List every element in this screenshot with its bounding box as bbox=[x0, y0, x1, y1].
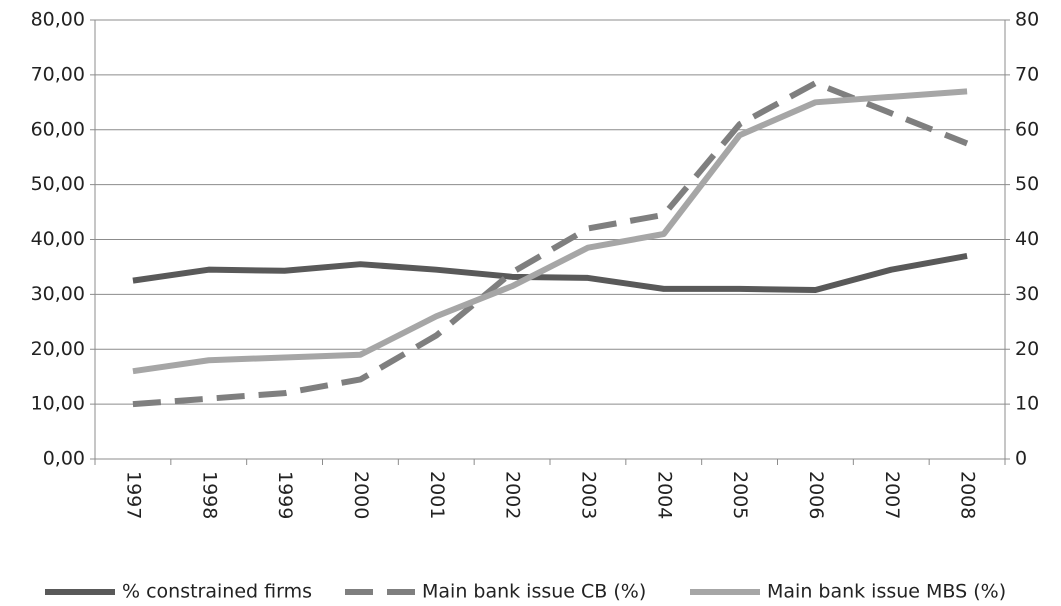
y2-tick-label: 20 bbox=[1015, 338, 1039, 360]
legend-label: Main bank issue MBS (%) bbox=[767, 581, 1006, 603]
x-tick-label: 2005 bbox=[729, 471, 751, 519]
x-tick-label: 2000 bbox=[350, 471, 372, 519]
y2-tick-label: 70 bbox=[1015, 63, 1039, 85]
y-tick-label: 80,00 bbox=[31, 9, 85, 31]
x-tick-label: 2001 bbox=[426, 471, 448, 519]
x-tick-label: 2006 bbox=[805, 471, 827, 519]
x-tick-label: 1999 bbox=[274, 471, 296, 519]
y2-tick-label: 10 bbox=[1015, 393, 1039, 415]
y2-tick-label: 30 bbox=[1015, 283, 1039, 305]
x-tick-label: 1998 bbox=[198, 471, 220, 519]
series-line bbox=[132, 253, 968, 293]
y2-tick-label: 80 bbox=[1015, 9, 1039, 31]
y2-tick-label: 50 bbox=[1015, 173, 1039, 195]
series-line bbox=[132, 80, 969, 408]
y2-tick-label: 40 bbox=[1015, 228, 1039, 250]
x-tick-label: 2003 bbox=[577, 471, 599, 519]
y-tick-label: 40,00 bbox=[31, 228, 85, 250]
x-tick-label: 2007 bbox=[881, 471, 903, 519]
series-line bbox=[132, 88, 968, 375]
legend-label: Main bank issue CB (%) bbox=[422, 581, 646, 603]
y2-tick-label: 60 bbox=[1015, 118, 1039, 140]
y-tick-label: 70,00 bbox=[31, 63, 85, 85]
y-tick-label: 30,00 bbox=[31, 283, 85, 305]
y-tick-label: 20,00 bbox=[31, 338, 85, 360]
x-tick-label: 2008 bbox=[957, 471, 979, 519]
y-tick-label: 50,00 bbox=[31, 173, 85, 195]
y-tick-label: 10,00 bbox=[31, 393, 85, 415]
y2-tick-label: 0 bbox=[1015, 448, 1027, 470]
y-tick-label: 0,00 bbox=[43, 448, 85, 470]
x-tick-label: 2002 bbox=[502, 471, 524, 519]
legend-label: % constrained firms bbox=[122, 581, 312, 603]
y-tick-label: 60,00 bbox=[31, 118, 85, 140]
x-tick-label: 2004 bbox=[653, 471, 675, 519]
x-tick-label: 1997 bbox=[122, 471, 144, 519]
